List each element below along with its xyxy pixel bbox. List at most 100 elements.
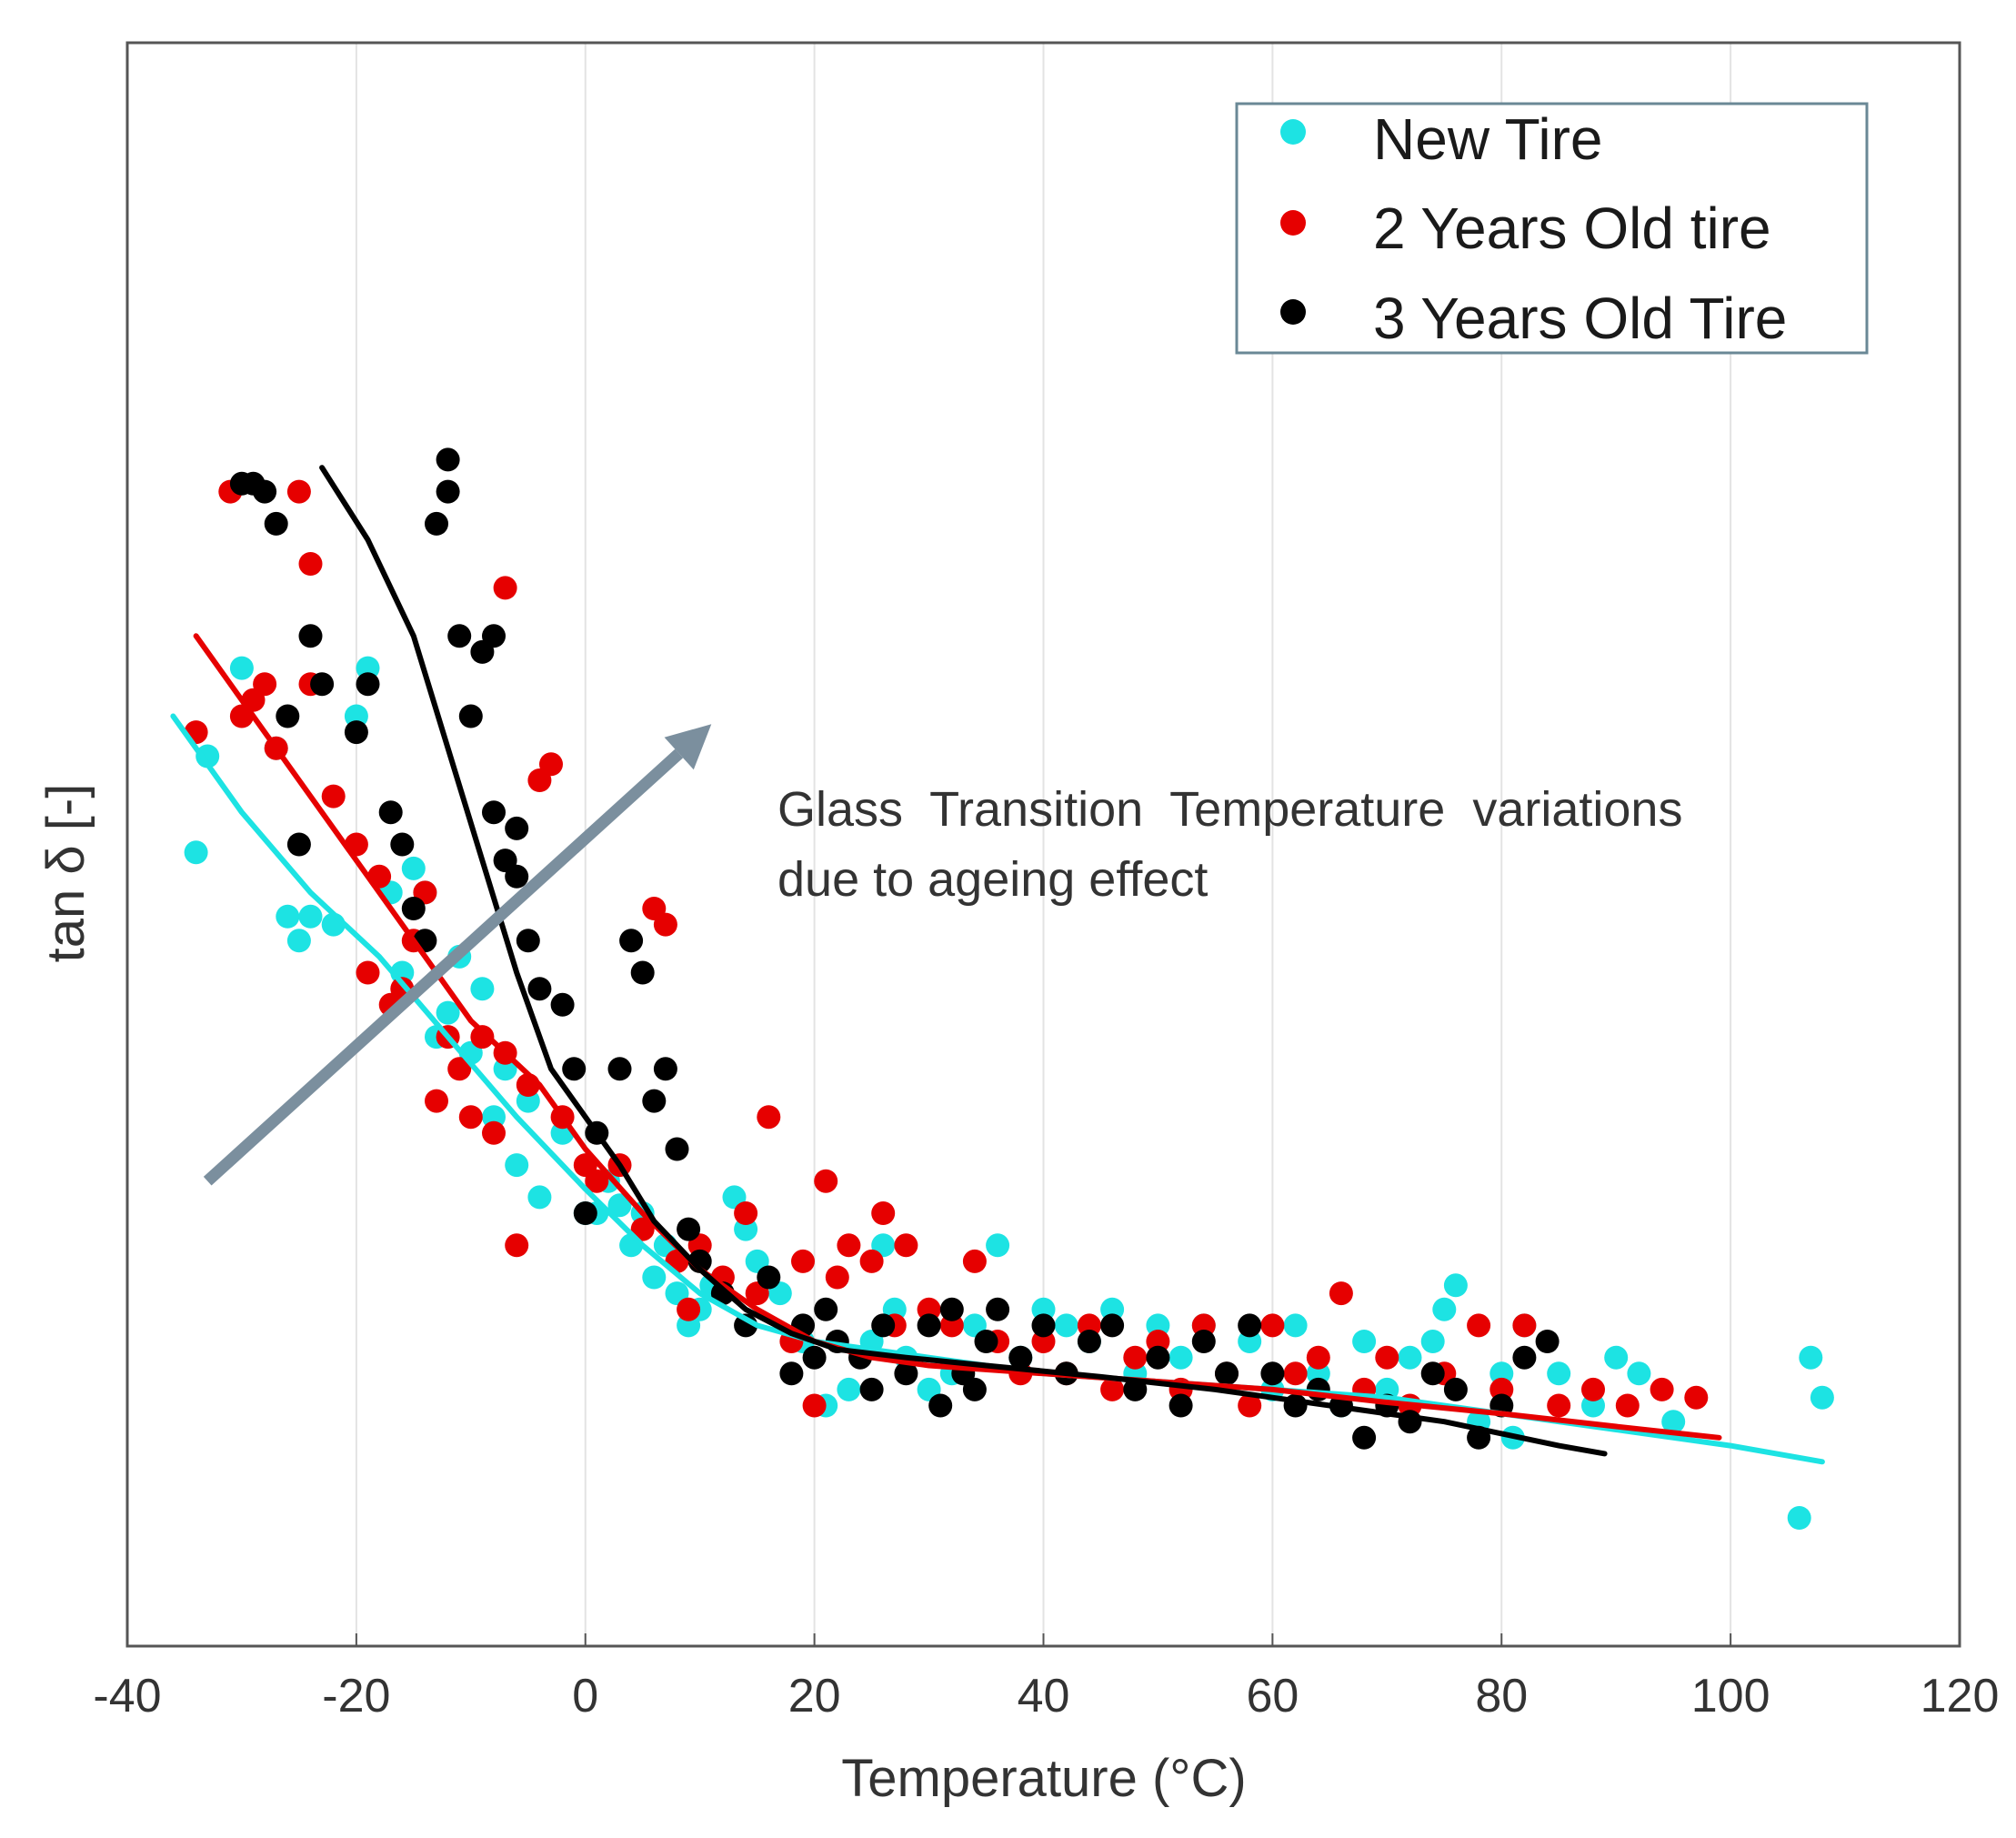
point-2-years-old-tire (1467, 1313, 1491, 1338)
point-3-years-old-tire (562, 1057, 587, 1081)
point-2-years-old-tire (814, 1169, 838, 1193)
point-2-years-old-tire (298, 552, 323, 576)
point-new-tire (436, 1000, 460, 1025)
point-2-years-old-tire (470, 1025, 495, 1050)
point-3-years-old-tire (1168, 1393, 1193, 1418)
point-2-years-old-tire (482, 1120, 506, 1145)
point-3-years-old-tire (253, 479, 277, 504)
point-2-years-old-tire (825, 1265, 849, 1290)
point-2-years-old-tire (630, 1217, 655, 1241)
legend: New Tire 2 Years Old tire 3 Years Old Ti… (1235, 102, 1869, 355)
fit-line-3-years-old-tire-fit (319, 465, 1608, 1457)
point-3-years-old-tire (482, 800, 506, 825)
point-3-years-old-tire (894, 1361, 918, 1386)
point-2-years-old-tire (1547, 1393, 1571, 1418)
point-3-years-old-tire (665, 1137, 689, 1161)
point-3-years-old-tire (1100, 1313, 1125, 1338)
point-new-tire (1398, 1345, 1422, 1370)
point-new-tire (837, 1377, 861, 1401)
annotation-arrow-head (664, 724, 712, 770)
point-3-years-old-tire (1146, 1345, 1170, 1370)
x-tick-label: 60 (1246, 1670, 1299, 1722)
x-tick-label: 0 (572, 1670, 598, 1722)
point-2-years-old-tire (1306, 1345, 1330, 1370)
point-3-years-old-tire (917, 1313, 941, 1338)
point-3-years-old-tire (298, 624, 323, 648)
point-new-tire (229, 656, 254, 680)
point-2-years-old-tire (802, 1393, 827, 1418)
x-tick-label: 40 (1018, 1670, 1070, 1722)
point-2-years-old-tire (1260, 1313, 1285, 1338)
point-2-years-old-tire (1375, 1345, 1399, 1370)
point-3-years-old-tire (1535, 1330, 1560, 1353)
point-2-years-old-tire (1512, 1313, 1537, 1338)
point-2-years-old-tire (505, 1233, 529, 1258)
point-new-tire (1627, 1361, 1651, 1386)
point-new-tire (1547, 1361, 1571, 1386)
point-3-years-old-tire (390, 832, 415, 857)
point-3-years-old-tire (573, 1201, 597, 1225)
point-3-years-old-tire (1352, 1425, 1377, 1450)
point-2-years-old-tire (1100, 1377, 1125, 1401)
point-new-tire (1054, 1313, 1078, 1338)
point-new-tire (1787, 1506, 1811, 1530)
point-2-years-old-tire (425, 1089, 448, 1113)
point-3-years-old-tire (757, 1265, 781, 1290)
x-tick-label: 20 (788, 1670, 841, 1722)
point-3-years-old-tire (871, 1313, 896, 1338)
x-tick-label: -40 (93, 1670, 161, 1722)
point-2-years-old-tire (1581, 1377, 1605, 1401)
point-3-years-old-tire (425, 511, 448, 536)
point-2-years-old-tire (837, 1233, 861, 1258)
point-2-years-old-tire (356, 960, 380, 985)
point-3-years-old-tire (1512, 1345, 1537, 1370)
point-3-years-old-tire (264, 511, 288, 536)
point-3-years-old-tire (642, 1089, 667, 1113)
point-3-years-old-tire (677, 1217, 701, 1241)
point-2-years-old-tire (1650, 1377, 1674, 1401)
y-axis-label: tan δ [-] (36, 784, 95, 963)
point-new-tire (1352, 1330, 1377, 1353)
legend-label-new-tire: New Tire (1373, 106, 1603, 172)
x-tick-label: -20 (322, 1670, 390, 1722)
point-2-years-old-tire (1329, 1281, 1353, 1306)
point-3-years-old-tire (1008, 1345, 1033, 1370)
point-new-tire (470, 977, 495, 1001)
point-2-years-old-tire (734, 1201, 758, 1225)
legend-label-3-years-old-tire: 3 Years Old Tire (1373, 286, 1787, 351)
legend-marker-new-tire (1280, 119, 1306, 145)
point-3-years-old-tire (1031, 1313, 1056, 1338)
point-new-tire (607, 1193, 632, 1218)
point-2-years-old-tire (871, 1201, 896, 1225)
point-3-years-old-tire (505, 864, 529, 889)
point-3-years-old-tire (607, 1057, 632, 1081)
point-3-years-old-tire (859, 1377, 884, 1401)
point-3-years-old-tire (779, 1361, 804, 1386)
point-2-years-old-tire (894, 1233, 918, 1258)
point-new-tire (196, 744, 220, 768)
legend-label-2-years-old-tire: 2 Years Old tire (1373, 196, 1771, 261)
x-tick-label: 120 (1921, 1670, 2000, 1722)
annotation-line-1: Glass Transition Temperature variations (777, 782, 1682, 837)
point-3-years-old-tire (436, 447, 460, 472)
point-2-years-old-tire (539, 752, 563, 777)
point-3-years-old-tire (939, 1297, 964, 1321)
point-3-years-old-tire (653, 1057, 677, 1081)
point-new-tire (1799, 1345, 1823, 1370)
point-3-years-old-tire (505, 816, 529, 840)
point-3-years-old-tire (1420, 1361, 1445, 1386)
point-3-years-old-tire (436, 479, 460, 504)
point-3-years-old-tire (974, 1330, 998, 1353)
point-2-years-old-tire (1238, 1393, 1262, 1418)
legend-marker-3-years-old-tire (1280, 299, 1306, 325)
point-new-tire (401, 856, 426, 880)
point-3-years-old-tire (1191, 1330, 1216, 1353)
point-2-years-old-tire (1615, 1393, 1640, 1418)
point-2-years-old-tire (585, 1169, 609, 1193)
annotation-arrow-line (203, 748, 684, 1186)
series-3-years-old-tire (229, 447, 1560, 1450)
point-new-tire (1283, 1313, 1308, 1338)
fit-line-2-years-old-tire-fit (193, 633, 1722, 1441)
point-2-years-old-tire (653, 912, 677, 937)
